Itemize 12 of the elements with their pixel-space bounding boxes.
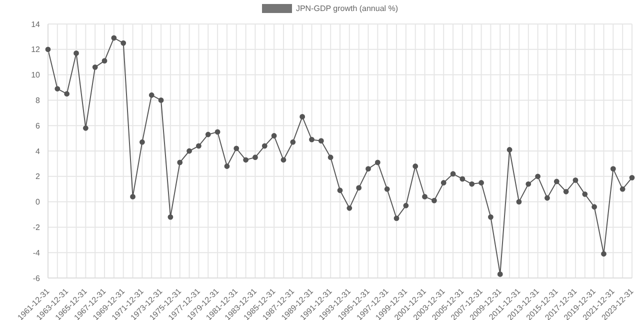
y-tick-label: 10 (31, 70, 41, 80)
y-tick-label: 4 (36, 146, 41, 156)
y-tick-label: 12 (31, 45, 41, 54)
y-tick-label: 0 (36, 198, 41, 207)
y-tick-label: -2 (32, 223, 41, 232)
y-tick-label: 2 (36, 172, 41, 182)
y-tick-label: 14 (31, 20, 41, 29)
y-tick-label: -6 (32, 274, 41, 283)
y-tick-label: -4 (32, 248, 41, 258)
legend-label: JPN-GDP growth (annual %) (294, 4, 398, 13)
y-tick-label: 8 (36, 96, 41, 106)
y-tick-label: 6 (36, 121, 41, 130)
